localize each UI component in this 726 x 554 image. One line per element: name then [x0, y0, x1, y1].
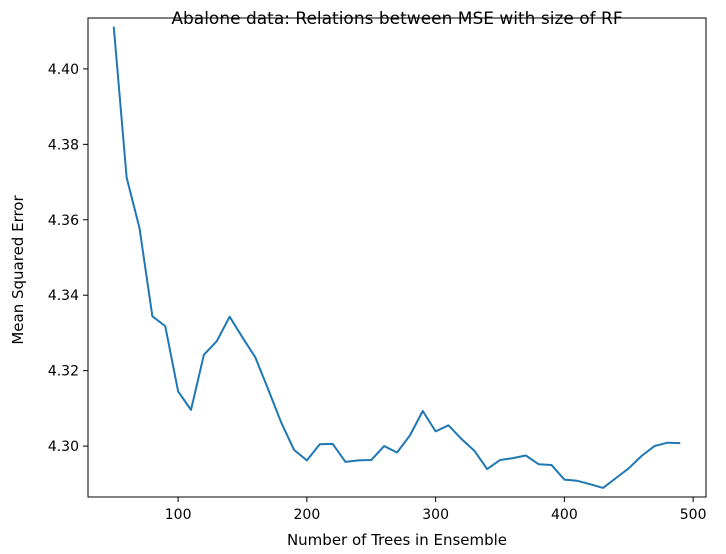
x-axis: 100 200 300 400 500	[165, 497, 707, 523]
y-tick-label: 4.38	[48, 137, 79, 153]
x-tick-label: 500	[680, 507, 707, 523]
x-tick-label: 400	[551, 507, 578, 523]
x-tick-label: 300	[422, 507, 449, 523]
y-tick-label: 4.40	[48, 62, 79, 78]
mse-series-line	[112, 26, 681, 489]
y-axis: 4.30 4.32 4.34 4.36 4.38 4.40	[48, 62, 88, 455]
y-tick-label: 4.32	[48, 364, 79, 380]
plot-area	[112, 26, 681, 489]
x-axis-label: Number of Trees in Ensemble	[287, 531, 507, 549]
chart-title: Abalone data: Relations between MSE with…	[171, 9, 622, 29]
plot-frame	[87, 17, 707, 498]
x-tick-label: 100	[165, 507, 192, 523]
y-axis-label: Mean Squared Error	[9, 195, 27, 345]
y-tick-label: 4.36	[48, 213, 79, 229]
y-tick-label: 4.34	[48, 288, 79, 304]
x-tick-label: 200	[294, 507, 321, 523]
y-tick-label: 4.30	[48, 439, 79, 455]
